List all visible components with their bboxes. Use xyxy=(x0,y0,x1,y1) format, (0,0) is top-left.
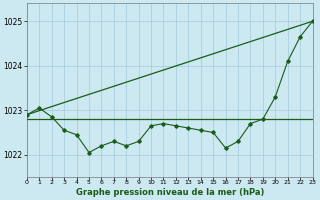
X-axis label: Graphe pression niveau de la mer (hPa): Graphe pression niveau de la mer (hPa) xyxy=(76,188,264,197)
